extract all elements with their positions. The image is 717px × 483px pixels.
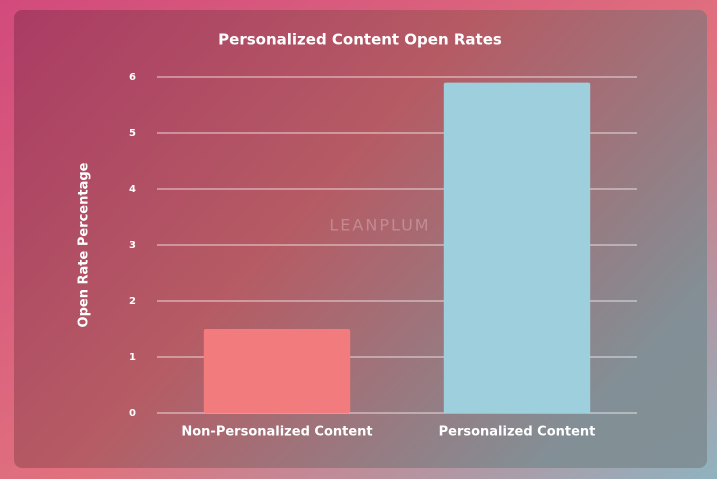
bar (443, 82, 591, 413)
y-tick-label: 6 (129, 72, 136, 83)
watermark: LEANPLUM (329, 216, 430, 235)
x-tick-label: Personalized Content (439, 425, 596, 440)
y-tick-label: 2 (129, 296, 136, 307)
x-tick-label: Non-Personalized Content (181, 425, 372, 440)
y-tick-label: 5 (129, 128, 136, 139)
panel (14, 10, 707, 468)
y-axis-label: Open Rate Percentage (77, 162, 92, 327)
y-tick-label: 0 (129, 408, 136, 419)
y-tick-label: 1 (129, 352, 136, 363)
bar (203, 329, 351, 413)
y-tick-label: 3 (129, 240, 136, 251)
chart-title: Personalized Content Open Rates (218, 31, 502, 49)
y-tick-label: 4 (129, 184, 136, 195)
